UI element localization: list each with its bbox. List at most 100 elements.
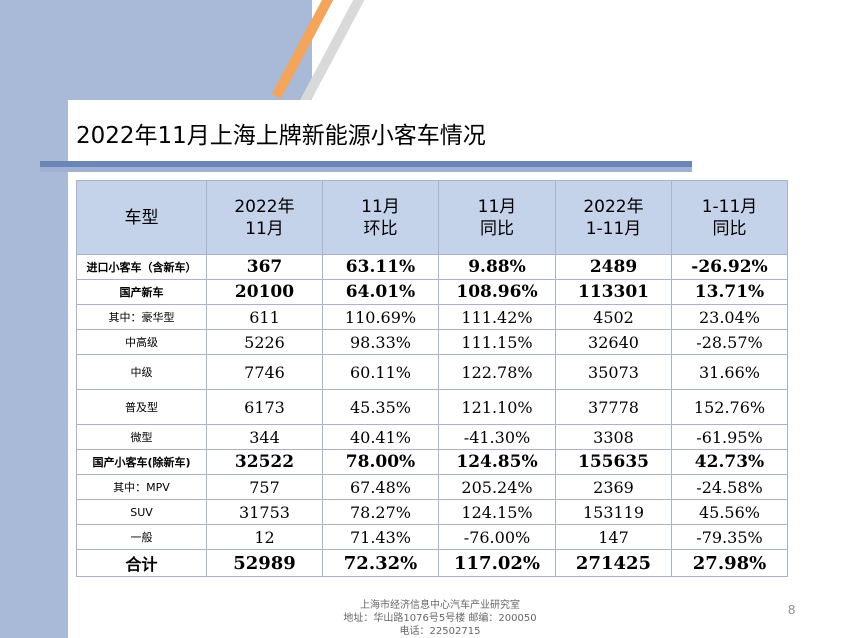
table-header-cell: 2022年 1-11月 bbox=[555, 180, 672, 255]
value-cell: 611 bbox=[206, 304, 323, 330]
slide-title: 2022年11月上海上牌新能源小客车情况 bbox=[76, 123, 486, 149]
table-header-row: 车型 2022年 11月 11月 环比 11月 同比 2022年 1-11月 1-11月 同比 bbox=[76, 180, 788, 255]
value-cell: 117.02% bbox=[438, 549, 556, 577]
value-cell: 52989 bbox=[206, 549, 323, 577]
left-background-band bbox=[0, 0, 68, 638]
page-number: 8 bbox=[788, 602, 796, 617]
value-cell: 63.11% bbox=[322, 254, 439, 280]
table-header-cell: 11月 同比 bbox=[438, 180, 556, 255]
value-cell: 35073 bbox=[555, 354, 672, 390]
vehicle-type-cell: 进口小客车（含新车） bbox=[76, 254, 207, 280]
title-underline-shadow bbox=[40, 167, 692, 172]
header-line: 2022年 bbox=[583, 196, 644, 217]
header-line: 1-11月 bbox=[701, 196, 758, 217]
footer-line: 电话：22502715 bbox=[399, 626, 481, 637]
vehicle-type-cell: SUV bbox=[76, 499, 207, 525]
value-cell: 40.41% bbox=[322, 424, 439, 450]
vehicle-type-cell: 一般 bbox=[76, 524, 207, 550]
header-line: 1-11月 bbox=[585, 218, 642, 239]
value-cell: 153119 bbox=[555, 499, 672, 525]
header-line: 同比 bbox=[480, 218, 514, 239]
value-cell: 111.42% bbox=[438, 304, 556, 330]
top-background-band bbox=[0, 0, 312, 100]
value-cell: 32640 bbox=[555, 329, 672, 355]
value-cell: -28.57% bbox=[671, 329, 788, 355]
title-underline bbox=[40, 161, 692, 171]
table-header-cell: 11月 环比 bbox=[322, 180, 439, 255]
footer-line: 地址：华山路1076号5号楼 邮编：200050 bbox=[343, 613, 537, 624]
value-cell: 3308 bbox=[555, 424, 672, 450]
header-line: 11月 bbox=[361, 196, 400, 217]
value-cell: 205.24% bbox=[438, 474, 556, 500]
table-row: 合计 52989 72.32% 117.02% 271425 27.98% bbox=[76, 549, 788, 577]
value-cell: 147 bbox=[555, 524, 672, 550]
value-cell: 124.85% bbox=[438, 449, 556, 475]
table-row: SUV 31753 78.27% 124.15% 153119 45.56% bbox=[76, 499, 788, 525]
table-row: 进口小客车（含新车） 367 63.11% 9.88% 2489 -26.92% bbox=[76, 254, 788, 280]
header-line: 2022年 bbox=[234, 196, 295, 217]
value-cell: 31753 bbox=[206, 499, 323, 525]
value-cell: 45.35% bbox=[322, 389, 439, 425]
table-row: 微型 344 40.41% -41.30% 3308 -61.95% bbox=[76, 424, 788, 450]
value-cell: 367 bbox=[206, 254, 323, 280]
table-header-cell: 1-11月 同比 bbox=[671, 180, 788, 255]
vehicle-type-cell: 国产新车 bbox=[76, 279, 207, 305]
table-row: 一般 12 71.43% -76.00% 147 -79.35% bbox=[76, 524, 788, 550]
value-cell: 7746 bbox=[206, 354, 323, 390]
value-cell: 78.27% bbox=[322, 499, 439, 525]
value-cell: 32522 bbox=[206, 449, 323, 475]
value-cell: 110.69% bbox=[322, 304, 439, 330]
vehicle-type-cell: 其中：MPV bbox=[76, 474, 207, 500]
value-cell: -79.35% bbox=[671, 524, 788, 550]
value-cell: 72.32% bbox=[322, 549, 439, 577]
table-row: 其中：豪华型 611 110.69% 111.42% 4502 23.04% bbox=[76, 304, 788, 330]
table-row: 国产新车 20100 64.01% 108.96% 113301 13.71% bbox=[76, 279, 788, 305]
value-cell: 98.33% bbox=[322, 329, 439, 355]
value-cell: 155635 bbox=[555, 449, 672, 475]
table-row: 中级 7746 60.11% 122.78% 35073 31.66% bbox=[76, 354, 788, 390]
vehicle-type-cell: 中高级 bbox=[76, 329, 207, 355]
value-cell: 78.00% bbox=[322, 449, 439, 475]
vehicle-type-cell: 微型 bbox=[76, 424, 207, 450]
value-cell: 271425 bbox=[555, 549, 672, 577]
vehicle-type-cell: 国产小客车(除新车) bbox=[76, 449, 207, 475]
table-row: 其中：MPV 757 67.48% 205.24% 2369 -24.58% bbox=[76, 474, 788, 500]
value-cell: -76.00% bbox=[438, 524, 556, 550]
table-row: 普及型 6173 45.35% 121.10% 37778 152.76% bbox=[76, 389, 788, 425]
value-cell: 20100 bbox=[206, 279, 323, 305]
header-line: 11月 bbox=[477, 196, 517, 217]
value-cell: 67.48% bbox=[322, 474, 439, 500]
value-cell: 45.56% bbox=[671, 499, 788, 525]
value-cell: 4502 bbox=[555, 304, 672, 330]
value-cell: 152.76% bbox=[671, 389, 788, 425]
value-cell: 6173 bbox=[206, 389, 323, 425]
header-line: 同比 bbox=[712, 218, 747, 239]
value-cell: 64.01% bbox=[322, 279, 439, 305]
value-cell: 37778 bbox=[555, 389, 672, 425]
value-cell: 12 bbox=[206, 524, 323, 550]
value-cell: 13.71% bbox=[671, 279, 788, 305]
table-header-cell: 车型 bbox=[76, 180, 207, 255]
footer-contact: 上海市经济信息中心汽车产业研究室 地址：华山路1076号5号楼 邮编：20005… bbox=[315, 599, 565, 638]
value-cell: 5226 bbox=[206, 329, 323, 355]
value-cell: 71.43% bbox=[322, 524, 439, 550]
vehicle-type-cell: 普及型 bbox=[76, 389, 207, 425]
value-cell: 42.73% bbox=[671, 449, 788, 475]
table-row: 中高级 5226 98.33% 111.15% 32640 -28.57% bbox=[76, 329, 788, 355]
value-cell: -24.58% bbox=[671, 474, 788, 500]
vehicle-type-cell: 其中：豪华型 bbox=[76, 304, 207, 330]
value-cell: 757 bbox=[206, 474, 323, 500]
value-cell: -26.92% bbox=[671, 254, 788, 280]
value-cell: 2489 bbox=[555, 254, 672, 280]
footer-line: 上海市经济信息中心汽车产业研究室 bbox=[360, 600, 520, 611]
value-cell: 111.15% bbox=[438, 329, 556, 355]
value-cell: 121.10% bbox=[438, 389, 556, 425]
value-cell: 113301 bbox=[555, 279, 672, 305]
value-cell: 124.15% bbox=[438, 499, 556, 525]
value-cell: 122.78% bbox=[438, 354, 556, 390]
value-cell: -41.30% bbox=[438, 424, 556, 450]
value-cell: 60.11% bbox=[322, 354, 439, 390]
value-cell: 344 bbox=[206, 424, 323, 450]
header-line: 11月 bbox=[245, 218, 284, 239]
table-row: 国产小客车(除新车) 32522 78.00% 124.85% 155635 42.73% bbox=[76, 449, 788, 475]
